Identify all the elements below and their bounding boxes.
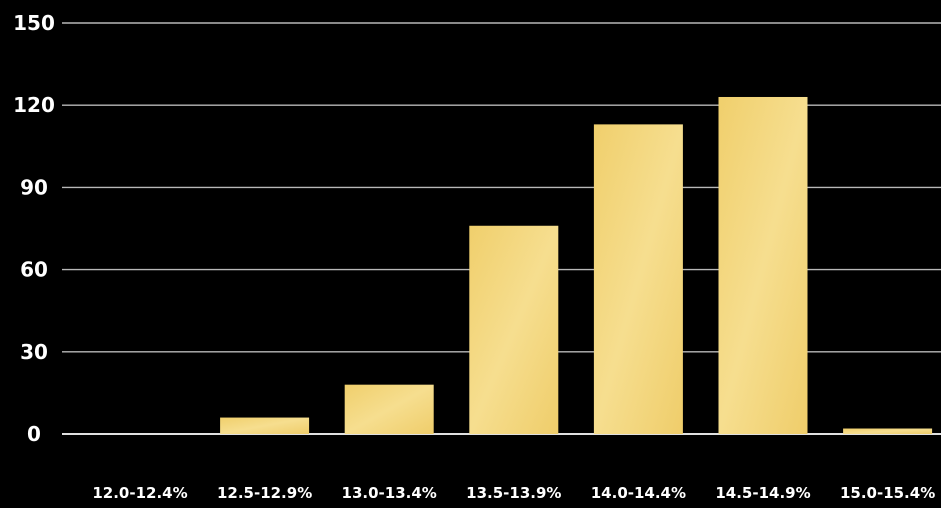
y-tick-label: 0	[27, 422, 41, 446]
x-tick-label: 14.0-14.4%	[591, 484, 686, 502]
bar-12.5-12.9%	[220, 417, 310, 434]
y-tick-label: 120	[13, 93, 55, 117]
bars	[220, 96, 933, 434]
y-tick-label: 90	[20, 175, 48, 199]
x-tick-label: 15.0-15.4%	[840, 484, 935, 502]
x-axis-ticks: 12.0-12.4% 12.5-12.9% 13.0-13.4% 13.5-13.9%…	[92, 484, 935, 502]
x-tick-label: 14.5-14.9%	[715, 484, 810, 502]
y-tick-label: 150	[13, 11, 55, 35]
x-tick-label: 13.0-13.4%	[342, 484, 437, 502]
x-tick-label: 13.5-13.9%	[466, 484, 561, 502]
bar-13.0-13.4%	[344, 384, 434, 434]
bar-14.0-14.4%	[593, 124, 683, 434]
bar-13.5-13.9%	[469, 225, 559, 434]
y-axis-ticks: 0 30 60 90 120 150	[13, 11, 55, 446]
x-tick-label: 12.0-12.4%	[92, 484, 187, 502]
y-tick-label: 60	[20, 258, 48, 282]
bar-14.5-14.9%	[718, 96, 808, 434]
x-tick-label: 12.5-12.9%	[217, 484, 312, 502]
y-tick-label: 30	[20, 340, 48, 364]
bar-15.0-15.4%	[843, 428, 933, 434]
